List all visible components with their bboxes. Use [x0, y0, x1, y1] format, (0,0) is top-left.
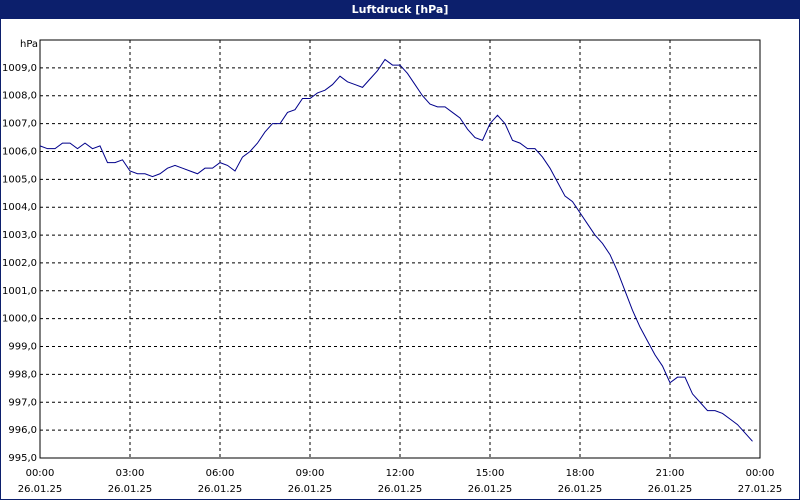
x-tick-date: 26.01.25 — [648, 484, 693, 495]
x-tick-label: 21:00 — [656, 468, 685, 479]
y-tick-label: 1006,0 — [2, 146, 37, 157]
y-tick-label: 1003,0 — [2, 230, 37, 241]
x-tick-label: 15:00 — [476, 468, 505, 479]
y-tick-label: 996,0 — [8, 425, 37, 436]
y-tick-label: 1005,0 — [2, 174, 37, 185]
x-tick-label: 00:00 — [746, 468, 775, 479]
data-line — [39, 58, 753, 442]
x-tick-date: 26.01.25 — [558, 484, 603, 495]
x-tick-label: 03:00 — [116, 468, 145, 479]
y-tick-label: 1008,0 — [2, 91, 37, 102]
x-tick-label: 09:00 — [296, 468, 325, 479]
y-tick-label: 999,0 — [8, 342, 37, 353]
x-tick-label: 12:00 — [386, 468, 415, 479]
x-tick-label: 06:00 — [206, 468, 235, 479]
y-tick-label: 1001,0 — [2, 286, 37, 297]
x-tick-date: 26.01.25 — [108, 484, 153, 495]
y-tick-label: 1004,0 — [2, 202, 37, 213]
y-tick-label: 998,0 — [8, 369, 37, 380]
chart-title: Luftdruck [hPa] — [352, 3, 449, 16]
x-tick-date: 26.01.25 — [198, 484, 243, 495]
x-tick-date: 26.01.25 — [378, 484, 423, 495]
x-tick-date: 26.01.25 — [18, 484, 63, 495]
x-tick-date: 26.01.25 — [468, 484, 513, 495]
y-tick-label: 1007,0 — [2, 119, 37, 130]
x-tick-date: 27.01.25 — [738, 484, 783, 495]
title-bar — [0, 0, 800, 19]
y-tick-label: 997,0 — [8, 397, 37, 408]
y-tick-label: 1009,0 — [2, 63, 37, 74]
y-tick-label: 1002,0 — [2, 258, 37, 269]
x-tick-label: 18:00 — [566, 468, 595, 479]
y-axis-label: hPa — [20, 39, 38, 50]
x-tick-date: 26.01.25 — [288, 484, 333, 495]
x-tick-label: 00:00 — [26, 468, 55, 479]
y-tick-label: 1000,0 — [2, 314, 37, 325]
y-tick-label: 995,0 — [8, 453, 37, 464]
